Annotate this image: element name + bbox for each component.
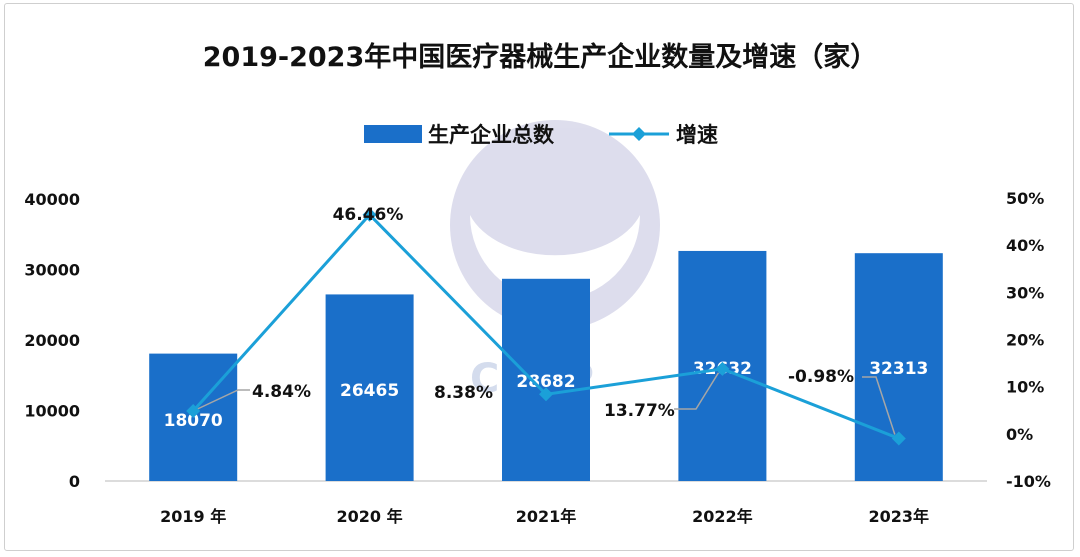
legend-line-label: 增速 (676, 123, 718, 147)
growth-point (715, 361, 730, 376)
leader-line (862, 376, 896, 435)
bar (502, 278, 590, 481)
x-tick-label: 2020 年 (337, 507, 403, 526)
leader-line (674, 372, 720, 410)
growth-value-label: -0.98% (788, 367, 854, 387)
y-left-tick-label: 0 (69, 472, 80, 491)
growth-point (539, 387, 553, 402)
leader-line (192, 389, 250, 412)
growth-value-label: 4.84% (252, 382, 311, 402)
growth-value-label: 8.38% (434, 383, 493, 403)
bar-value-label: 26465 (340, 381, 399, 401)
y-axis-right: -10% 0% 10% 20% 30% 40% 50% (1006, 189, 1051, 491)
legend-bar-swatch (364, 125, 422, 143)
x-tick-label: 2023年 (869, 507, 930, 526)
growth-point (891, 431, 906, 446)
y-left-tick-label: 40000 (24, 190, 80, 209)
chart-title: 2019-2023年中国医疗器械生产企业数量及增速（家） (203, 41, 878, 73)
y-right-tick-label: 40% (1006, 236, 1044, 255)
y-left-tick-label: 10000 (24, 402, 80, 421)
legend-bar-label: 生产企业总数 (428, 123, 555, 147)
y-left-tick-label: 20000 (24, 331, 80, 350)
y-right-tick-label: 10% (1006, 378, 1044, 397)
x-tick-label: 2022年 (692, 507, 753, 526)
y-right-tick-label: 50% (1006, 189, 1044, 208)
x-axis: 2019 年 2020 年 2021年 2022年 2023年 (160, 507, 929, 526)
bar-value-label: 18070 (164, 411, 223, 431)
bar-value-label: 32313 (869, 359, 928, 379)
growth-line-series (186, 207, 906, 446)
y-left-tick-label: 30000 (24, 261, 80, 280)
growth-point (186, 404, 201, 419)
y-right-tick-label: 0% (1006, 425, 1033, 444)
growth-value-label: 13.77% (604, 401, 675, 421)
x-tick-label: 2019 年 (160, 507, 226, 526)
legend-line-marker (632, 127, 646, 141)
bar-series (149, 250, 943, 481)
x-tick-label: 2021年 (516, 507, 577, 526)
y-right-tick-label: 20% (1006, 331, 1044, 350)
y-right-tick-label: -10% (1006, 472, 1051, 491)
leader-lines (192, 372, 896, 435)
growth-point (362, 207, 377, 222)
bar (325, 294, 414, 481)
y-right-tick-label: 30% (1006, 283, 1044, 302)
legend: 生产企业总数 增速 (364, 123, 718, 147)
y-axis-left: 0 10000 20000 30000 40000 (24, 190, 80, 491)
growth-value-label: 46.46% (333, 205, 404, 225)
watermark-swoosh (470, 215, 640, 300)
growth-value-labels: 4.84% 46.46% 8.38% 13.77% -0.98% (252, 205, 854, 421)
bar-value-label: 28682 (516, 372, 575, 392)
